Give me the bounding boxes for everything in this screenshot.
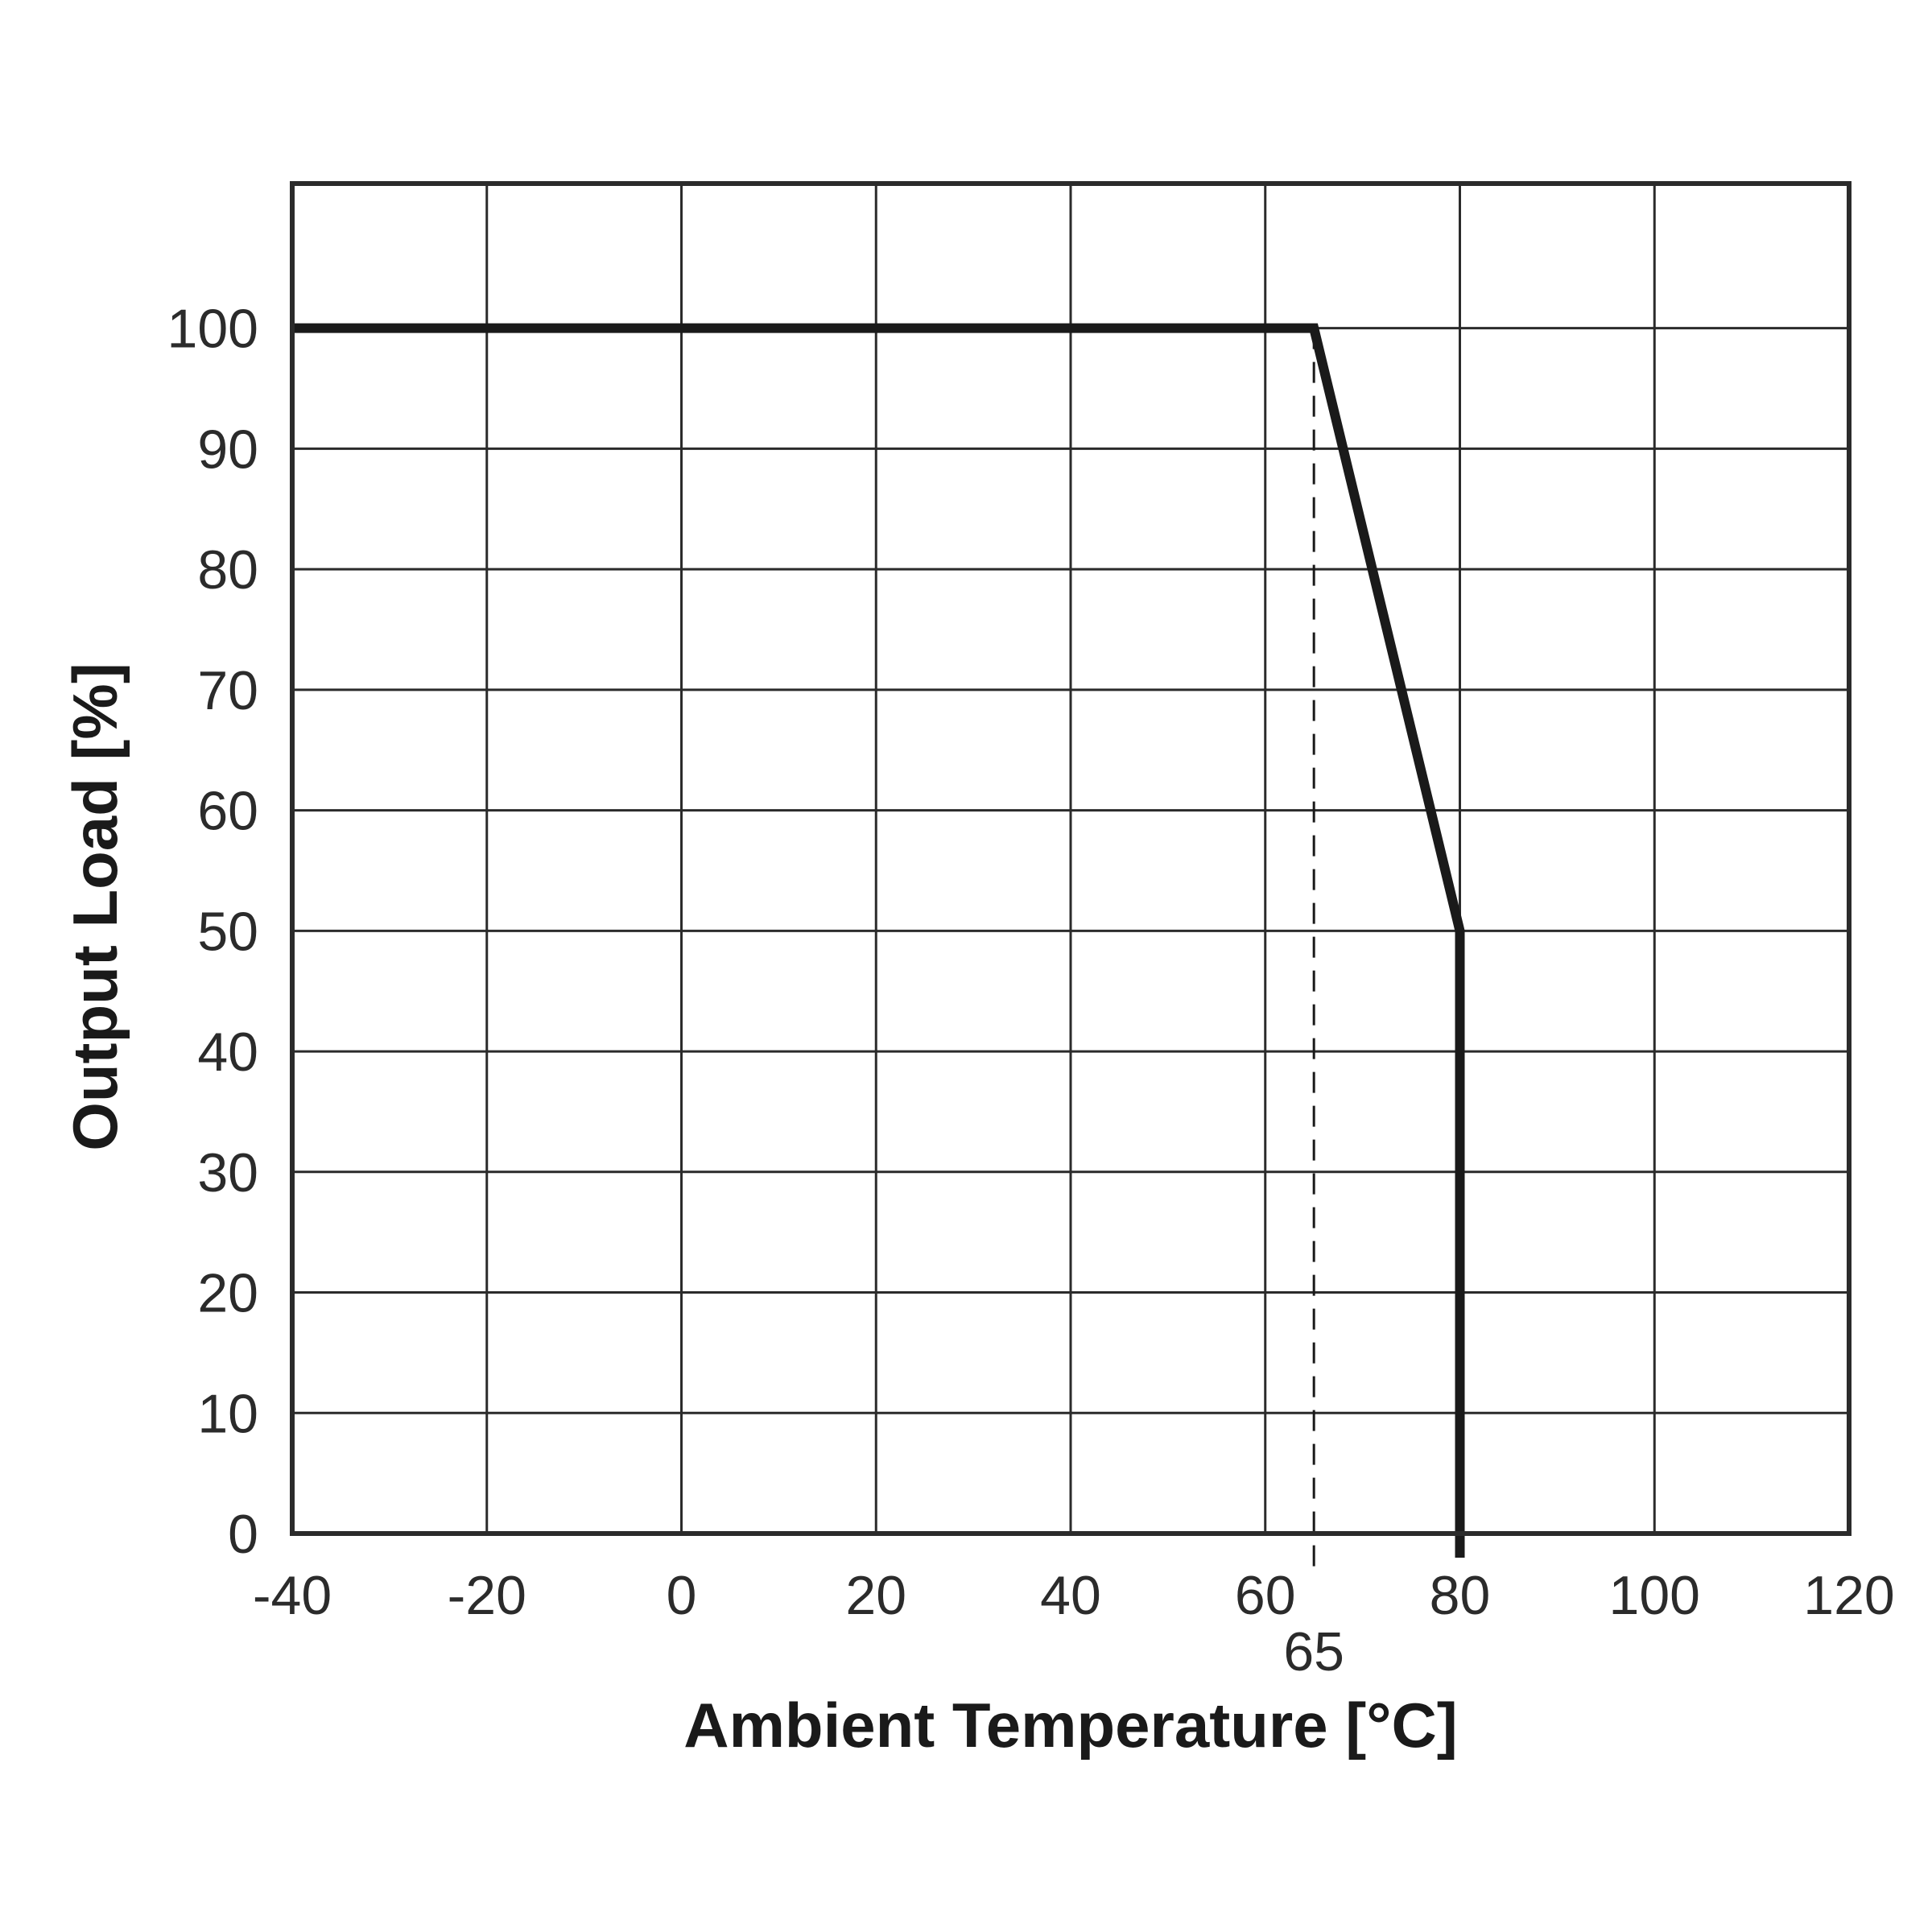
plot-frame (290, 181, 1852, 1536)
x-tick-label: 20 (845, 1565, 906, 1626)
x-tick-label: 40 (1040, 1565, 1101, 1626)
y-tick-label: 0 (228, 1504, 258, 1565)
x-tick-label: -40 (253, 1565, 332, 1626)
y-tick-label: 20 (197, 1263, 258, 1324)
x-tick-label: 60 (1235, 1565, 1296, 1626)
grid (292, 184, 1849, 1534)
derating-curve (292, 323, 1465, 1558)
annotations: 65 (1283, 328, 1344, 1682)
x-tick-label: 120 (1803, 1565, 1894, 1626)
x-tick-labels: -40 -20 0 20 40 60 80 100 120 (253, 1565, 1895, 1626)
x-axis-title: Ambient Temperature [°C] (683, 1690, 1458, 1761)
x-tick-label: 0 (667, 1565, 697, 1626)
y-tick-label: 60 (197, 781, 258, 842)
y-tick-labels: 0 10 20 30 40 50 60 70 80 90 100 (167, 299, 258, 1565)
y-tick-label: 80 (197, 539, 258, 601)
x-tick-label: 80 (1430, 1565, 1491, 1626)
y-tick-label: 10 (197, 1383, 258, 1444)
y-tick-label: 50 (197, 901, 258, 962)
y-tick-label: 100 (167, 299, 258, 360)
annotation-label: 65 (1283, 1621, 1344, 1682)
y-tick-label: 40 (197, 1022, 258, 1083)
y-tick-label: 70 (197, 660, 258, 721)
y-axis-title: Output Load [%] (60, 663, 130, 1151)
x-tick-label: 100 (1609, 1565, 1700, 1626)
y-tick-label: 30 (197, 1142, 258, 1203)
series (292, 323, 1465, 1558)
x-tick-label: -20 (448, 1565, 526, 1626)
y-tick-label: 90 (197, 419, 258, 480)
